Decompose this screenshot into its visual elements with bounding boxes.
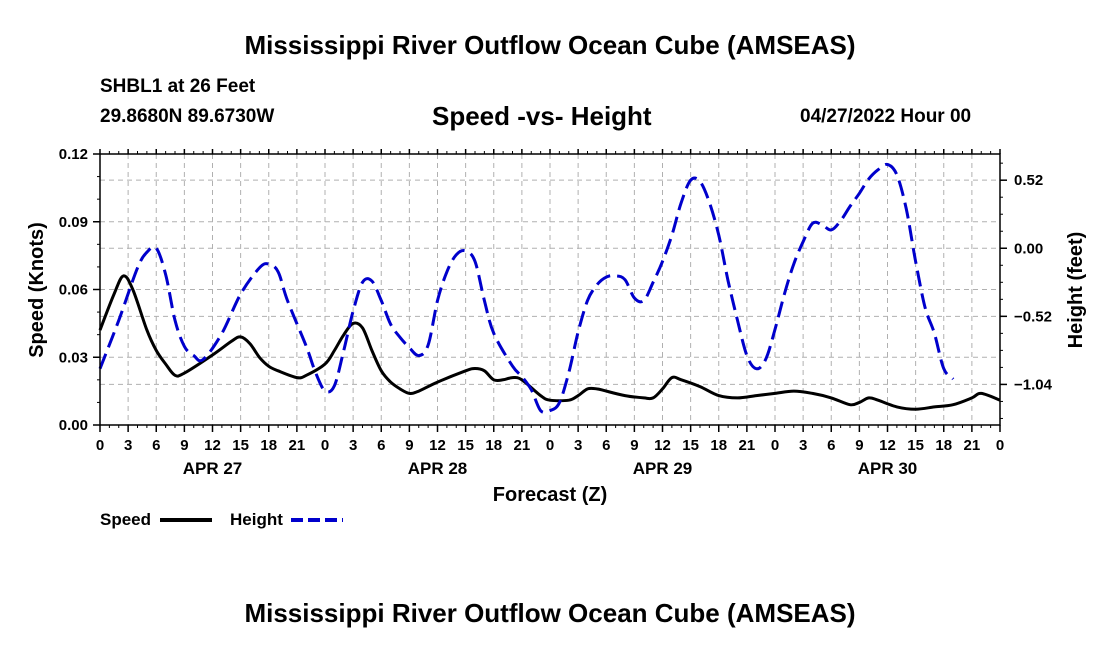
- x-tick-label: 21: [739, 437, 756, 454]
- y2-tick-label: 0.00: [1014, 240, 1043, 257]
- x-tick-label: 21: [514, 437, 531, 454]
- x-tick-label: 9: [405, 437, 413, 454]
- footer-title: Mississippi River Outflow Ocean Cube (AM…: [244, 598, 856, 628]
- chart-title: Speed -vs- Height: [432, 101, 652, 131]
- x-tick-label: 9: [180, 437, 188, 454]
- x-tick-label: 15: [907, 437, 924, 454]
- page-title: Mississippi River Outflow Ocean Cube (AM…: [244, 30, 856, 60]
- forecast-datetime: 04/27/2022 Hour 00: [800, 106, 972, 127]
- y-tick-label: 0.09: [59, 214, 88, 231]
- x-tick-label: 3: [349, 437, 357, 454]
- y2-tick-label: 0.52: [1014, 172, 1043, 189]
- x-tick-label: 3: [799, 437, 807, 454]
- day-label: APR 29: [633, 459, 693, 478]
- day-label: APR 28: [408, 459, 468, 478]
- x-tick-label: 15: [457, 437, 474, 454]
- x-tick-label: 6: [152, 437, 160, 454]
- y-tick-label: 0.06: [59, 282, 88, 299]
- x-tick-label: 0: [96, 437, 104, 454]
- y2-axis-title: Height (feet): [1065, 232, 1087, 349]
- x-tick-label: 12: [654, 437, 671, 454]
- x-tick-label: 3: [124, 437, 132, 454]
- x-tick-label: 12: [204, 437, 221, 454]
- legend: Speed Height: [100, 510, 343, 529]
- y2-tick-label: −1.04: [1014, 376, 1053, 393]
- x-tick-label: 12: [429, 437, 446, 454]
- day-label: APR 27: [183, 459, 243, 478]
- legend-speed-label: Speed: [100, 510, 151, 529]
- x-tick-label: 15: [232, 437, 249, 454]
- x-tick-label: 21: [289, 437, 306, 454]
- day-label: APR 30: [858, 459, 918, 478]
- y2-tick-label: −0.52: [1014, 308, 1052, 325]
- x-tick-label: 6: [602, 437, 610, 454]
- x-tick-label: 0: [996, 437, 1004, 454]
- station-label: SHBL1 at 26 Feet: [100, 76, 256, 97]
- x-tick-label: 18: [485, 437, 502, 454]
- x-tick-label: 6: [377, 437, 385, 454]
- x-axis-title: Forecast (Z): [493, 484, 607, 506]
- legend-height-label: Height: [230, 510, 283, 529]
- y-tick-label: 0.00: [59, 417, 88, 434]
- grid-lines: [100, 154, 1000, 425]
- x-tick-label: 9: [630, 437, 638, 454]
- x-tick-label: 18: [710, 437, 727, 454]
- x-tick-label: 18: [935, 437, 952, 454]
- axis-labels: 0 3 6 9 12 15 18 21 0 3 6 9 12 15 18 21 0 3 6 9 12 15 18 21 0 3 6 9…: [59, 146, 1053, 478]
- y-tick-label: 0.03: [59, 349, 88, 366]
- series-line-height: [98, 162, 955, 414]
- x-tick-label: 12: [879, 437, 896, 454]
- series-layer: [98, 162, 1001, 414]
- x-tick-label: 9: [855, 437, 863, 454]
- x-tick-label: 3: [574, 437, 582, 454]
- x-tick-label: 15: [682, 437, 699, 454]
- x-tick-label: 0: [546, 437, 554, 454]
- series-line-speed: [98, 274, 1001, 411]
- x-tick-label: 18: [260, 437, 277, 454]
- x-tick-label: 0: [321, 437, 329, 454]
- x-tick-label: 21: [964, 437, 981, 454]
- axis-ticks: [93, 149, 1007, 432]
- y-axis-title: Speed (Knots): [26, 222, 48, 358]
- station-coordinates: 29.8680N 89.6730W: [100, 106, 275, 127]
- x-tick-label: 6: [827, 437, 835, 454]
- y-tick-label: 0.12: [59, 146, 88, 163]
- x-tick-label: 0: [771, 437, 779, 454]
